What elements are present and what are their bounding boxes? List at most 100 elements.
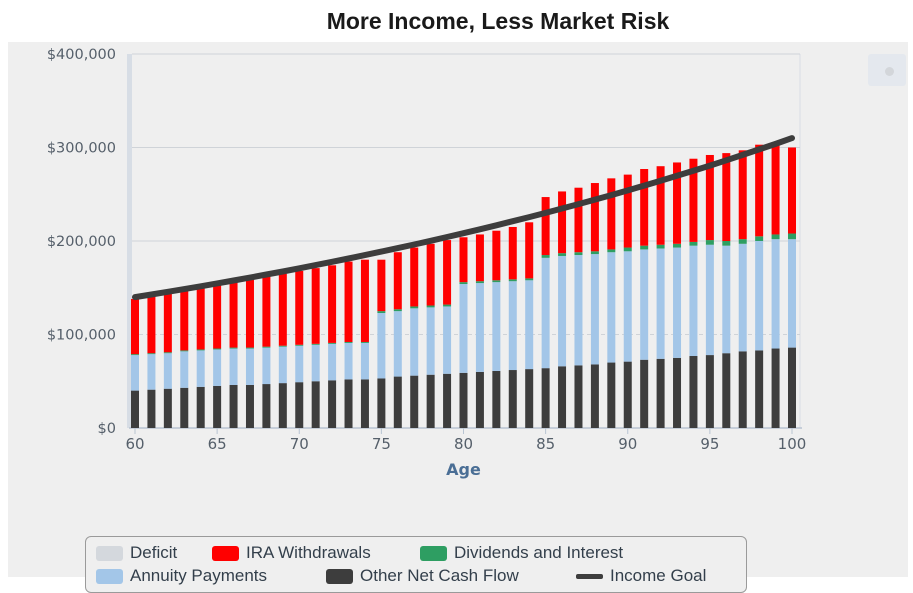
bar-other — [377, 378, 386, 428]
bar-annuity — [163, 353, 172, 389]
bar-ira — [410, 247, 419, 307]
bar-dividends — [788, 233, 796, 240]
bar-other — [705, 355, 714, 428]
bar-dividends — [295, 344, 304, 346]
bar-annuity — [689, 245, 698, 357]
chart-panel: $0 $100,000 $200,000 $300,000 $400,000 60 65 70… — [8, 42, 908, 593]
legend-item-annuity-payments[interactable]: Annuity Payments — [96, 566, 267, 586]
legend-swatch-deficit — [96, 545, 123, 561]
bar-other — [393, 376, 402, 428]
bar-dividends — [705, 240, 714, 245]
legend-label-deficit: Deficit — [130, 543, 178, 562]
bar-other — [771, 348, 780, 428]
dot-icon — [885, 67, 894, 76]
bar-annuity — [607, 252, 616, 363]
bar-other — [410, 375, 419, 428]
bar-ira — [722, 153, 731, 241]
bar-other — [213, 385, 222, 428]
bar-ira — [196, 287, 205, 350]
bar-other — [131, 390, 139, 428]
bar-ira — [311, 268, 320, 344]
bar-ira — [623, 174, 632, 248]
y-tick-label: $0 — [98, 421, 116, 437]
bar-ira — [558, 191, 567, 254]
bar-other — [278, 383, 287, 428]
bar-ira — [590, 183, 599, 252]
bar-ira — [163, 293, 172, 353]
bar-dividends — [344, 341, 353, 343]
legend-item-deficit[interactable]: Deficit — [96, 543, 177, 563]
bar-dividends — [196, 349, 205, 351]
bar-dividends — [590, 251, 599, 255]
bar-annuity — [492, 282, 501, 371]
bar-dividends — [771, 234, 780, 240]
bar-ira — [788, 147, 796, 234]
bar-annuity — [508, 281, 517, 371]
bar-annuity — [574, 255, 583, 366]
bar-annuity — [788, 239, 796, 348]
bar-ira — [656, 166, 665, 245]
y-axis-strip — [127, 54, 132, 428]
bar-dividends — [393, 309, 402, 312]
x-tick-label: 65 — [208, 435, 227, 453]
bar-other — [147, 389, 156, 428]
bar-other — [574, 365, 583, 428]
legend-label-ira-withdrawals: IRA Withdrawals — [246, 543, 371, 562]
bar-ira — [689, 158, 698, 242]
bar-ira — [360, 259, 369, 342]
bar-dividends — [245, 347, 254, 349]
bar-ira — [229, 282, 238, 348]
legend-item-dividends-interest[interactable]: Dividends and Interest — [420, 543, 623, 563]
bar-annuity — [771, 239, 780, 349]
bar-annuity — [623, 251, 632, 362]
bar-annuity — [360, 342, 369, 380]
bar-ira — [525, 222, 534, 279]
bar-dividends — [640, 245, 649, 250]
bar-dividends — [328, 342, 337, 344]
bar-annuity — [196, 350, 205, 387]
bar-annuity — [541, 257, 550, 369]
bar-other — [328, 380, 337, 428]
bar-annuity — [147, 354, 156, 390]
y-tick-label: $100,000 — [47, 328, 116, 344]
legend-label-dividends-interest: Dividends and Interest — [454, 543, 624, 562]
legend-item-income-goal[interactable]: Income Goal — [576, 566, 706, 586]
legend-item-ira-withdrawals[interactable]: IRA Withdrawals — [212, 543, 371, 563]
bar-annuity — [656, 248, 665, 359]
bar-dividends — [574, 252, 583, 256]
x-tick-label: 75 — [372, 435, 391, 453]
bar-annuity — [328, 343, 337, 381]
bar-annuity — [213, 349, 222, 386]
y-tick-label: $200,000 — [47, 234, 116, 250]
bar-annuity — [640, 249, 649, 360]
bar-dividends — [377, 311, 386, 313]
bar-ira — [344, 261, 353, 342]
bar-dividends — [689, 241, 698, 246]
bar-other — [311, 381, 320, 428]
legend-item-other-net-cash-flow[interactable]: Other Net Cash Flow — [326, 566, 519, 586]
bar-ira — [771, 143, 780, 235]
bar-dividends — [656, 244, 665, 249]
bar-other — [360, 379, 369, 428]
legend-line-income-goal — [576, 573, 603, 579]
bar-other — [656, 358, 665, 428]
legend-swatch-dividends-interest — [420, 545, 447, 561]
income-goal-line — [132, 135, 795, 301]
bar-other — [558, 366, 567, 428]
x-axis-title: Age — [446, 460, 481, 479]
legend-label-other-net-cash-flow: Other Net Cash Flow — [360, 566, 519, 585]
chart-title: More Income, Less Market Risk — [326, 8, 670, 34]
bar-other — [459, 372, 468, 428]
bar-dividends — [673, 243, 682, 248]
bar-dividends — [558, 253, 567, 256]
legend-swatch-other-net-cash-flow — [326, 568, 353, 584]
bar-ira — [426, 243, 435, 306]
bar-annuity — [705, 244, 714, 356]
side-toggle-button[interactable] — [868, 54, 906, 86]
stacked-bar-chart: $0 $100,000 $200,000 $300,000 $400,000 60 65 70… — [47, 47, 807, 479]
bar-other — [508, 370, 517, 428]
bar-annuity — [311, 344, 320, 382]
bar-annuity — [262, 347, 271, 385]
bar-other — [755, 350, 764, 428]
bar-dividends — [147, 353, 156, 355]
